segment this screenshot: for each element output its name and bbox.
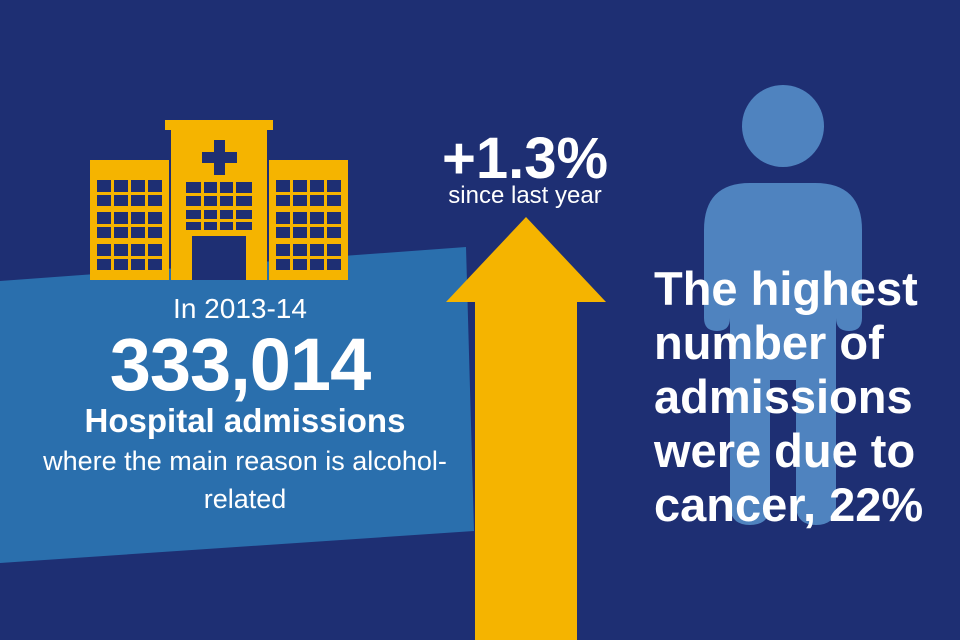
year-label: In 2013-14: [173, 293, 307, 324]
person-icon: [704, 85, 862, 525]
admissions-count: 333,014: [109, 323, 372, 406]
up-arrow-icon: [446, 217, 606, 640]
change-value: +1.3%: [441, 126, 609, 191]
hospital-icon: [90, 120, 348, 280]
highest-cause-text: The highest number of admissions were du…: [654, 262, 924, 531]
admissions-panel: [0, 247, 474, 563]
admissions-heading: Hospital admissions: [84, 402, 406, 439]
admissions-description: where the main reason is alcohol-related: [43, 446, 447, 514]
change-label: since last year: [448, 182, 602, 209]
